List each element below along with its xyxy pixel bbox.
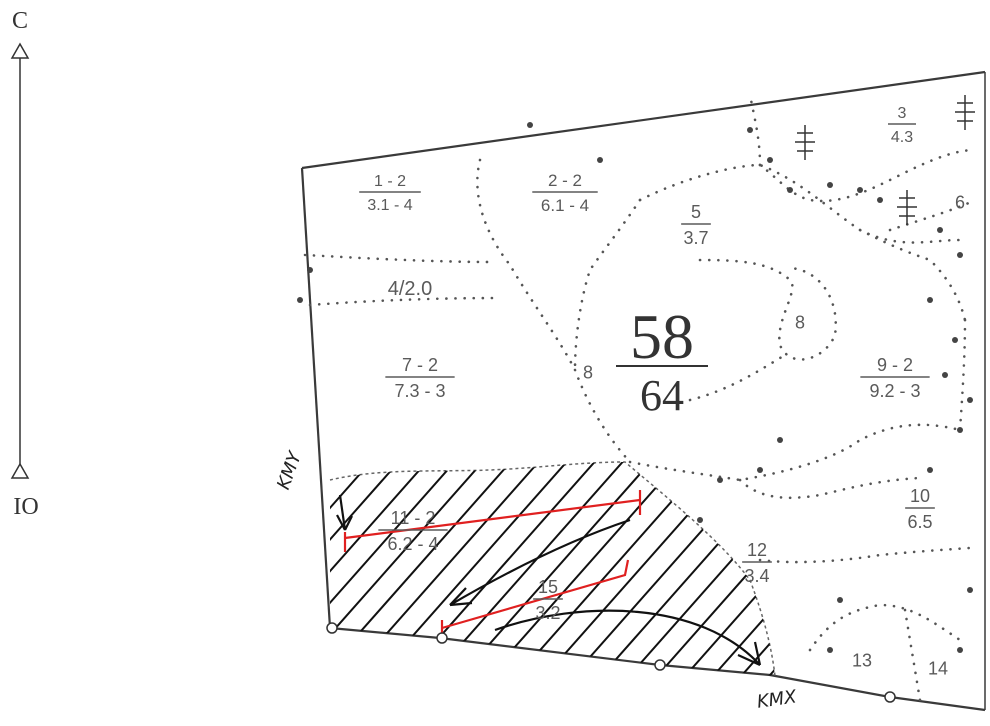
divider-8 [758,148,977,203]
quarter-boundary [300,70,986,712]
red-line-lower [441,559,630,630]
divider-2 [308,296,502,307]
boundary-bottom [329,626,986,712]
plot-denominator: 3.1 - 4 [367,197,412,214]
plot-label-p3: 34.3 [888,105,916,146]
tree-icon [795,125,815,160]
plot-denominator: 6.1 - 4 [541,196,589,215]
plot-label-p13: 13 [852,650,872,670]
scatter-dots [297,122,973,653]
plot-denominator: 3.2 [535,603,560,623]
divider-9 [858,228,967,322]
plot-denominator: 3.7 [683,228,708,248]
red-markings [343,490,642,640]
plot-number: 14 [928,658,948,678]
south-arrow-icon [10,462,30,479]
divider-16 [903,608,922,702]
survey-markers [326,622,896,703]
plot-number: 6 [955,192,965,212]
divider-11 [688,353,787,402]
plot-numerator: 1 - 2 [374,173,406,190]
plot-label-p1: 1 - 2 3.1 - 4 [359,173,421,214]
hatch-lines [330,462,775,676]
arrow-head-icon [449,587,473,607]
tree-symbols [795,95,975,225]
divider-7 [748,93,762,167]
plot-label-p6: 6 [955,192,965,212]
plot-label-p7: 7 - 2 7.3 - 3 [385,355,455,401]
divider-13 [738,476,922,500]
plot-numerator: 12 [747,540,767,560]
plot-numerator: 15 [538,577,558,597]
arrow-head-icon [336,514,353,531]
divider-1 [303,253,497,264]
plot-label-p12: 123.4 [742,540,772,586]
compass-south-label: IO [13,494,38,520]
handwritten-left-mark: KMY [273,447,307,492]
marker-icon [326,622,338,634]
plot-denominator: 6.5 [907,512,932,532]
compass: C IO [10,8,39,520]
plot-numerator: 3 [898,105,907,122]
plot-numerator: 9 - 2 [877,355,913,375]
divider-18 [958,318,967,432]
plot-label-p10: 106.5 [905,486,935,532]
plot-numerator: 10 [910,486,930,506]
plot-label-p9: 9 - 2 9.2 - 3 [860,355,930,401]
plot-number: 8 [795,312,805,332]
plot-denominator: 6.2 - 4 [387,534,438,554]
divider-10 [698,258,838,361]
plot-number: 8 [583,362,593,382]
compass-north-label: C [12,8,28,34]
tree-icon [955,95,975,130]
plot-numerator: 7 - 2 [402,355,438,375]
plot-label-p5: 53.7 [681,202,711,248]
plot-numerator: 11 - 2 [391,508,436,528]
hatch-boundary [329,461,776,677]
divider-12 [628,423,962,482]
arrow-line [449,518,631,606]
plot-numerator: 5 [691,202,701,222]
divider-15 [808,603,962,652]
plot-denominator: 7.3 - 3 [394,381,445,401]
plot-label-p2: 2 - 2 6.1 - 4 [532,171,598,215]
hatched-area [329,461,776,677]
plot-number: 4/2.0 [388,278,432,300]
arrow-line [338,494,347,531]
marker-icon [884,691,896,703]
marker-icon [436,632,448,644]
plot-labels: 1 - 23.1 - 42 - 26.1 - 434.34/2.053.767 … [359,105,965,678]
plot-label-p14: 14 [928,658,948,678]
arrow-head-icon [737,641,762,667]
plot-label-p11: 11 - 2 6.2 - 4 [378,508,448,554]
divider-4 [573,368,632,464]
hand-arrows [336,494,762,667]
arrow-line [494,609,761,666]
plot-label-p4: 4/2.0 [388,278,432,300]
plot-numerator: 2 - 2 [548,171,582,190]
plot-number: 13 [852,650,872,670]
quarter-numerator: 58 [630,301,694,372]
tree-icon [897,190,917,225]
handwritten-bottom-mark: KMX [756,686,799,712]
red-line-upper [344,498,641,540]
divider-14 [758,546,972,564]
plot-denominator: 9.2 - 3 [869,381,920,401]
divider-6 [638,163,962,244]
plot-label-p15: 153.2 [533,577,563,623]
quarter-number: 58 64 [616,301,708,420]
divider-17 [888,198,977,232]
boundary-left [300,167,332,629]
plot-label-p8b: 8 [795,312,805,332]
plot-denominator: 3.4 [744,566,769,586]
plot-dividers [303,93,977,702]
plot-denominator: 4.3 [891,129,913,146]
quarter-denominator: 64 [640,371,684,420]
plot-label-p8a: 8 [583,362,593,382]
boundary-top [301,70,986,170]
north-arrow-icon [10,42,30,59]
marker-icon [654,659,666,671]
